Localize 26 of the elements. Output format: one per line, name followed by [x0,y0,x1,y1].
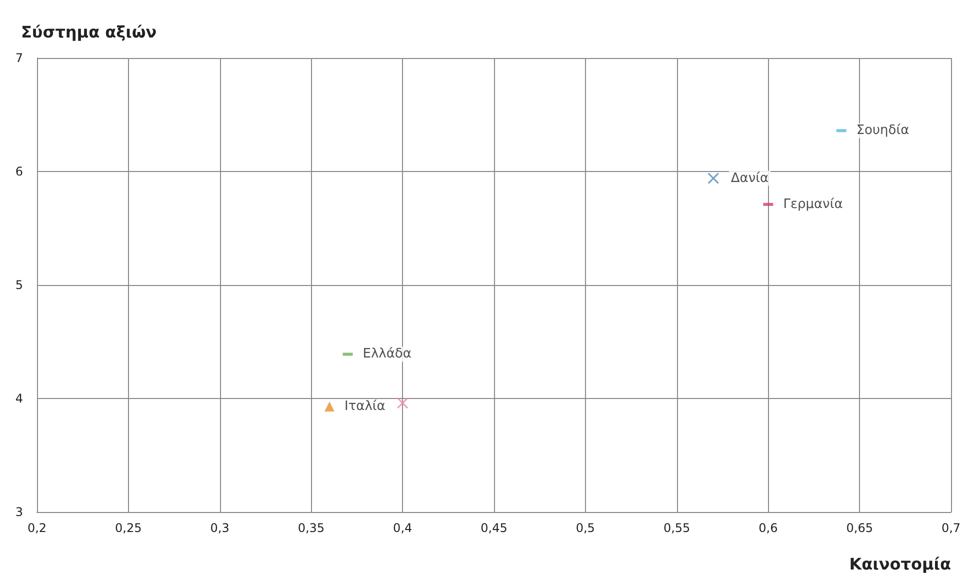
x-tick-label: 0,2 [27,521,47,535]
x-tick-label: 0,35 [298,521,325,535]
point [396,397,408,409]
y-tick-label: 7 [15,51,23,65]
x-tick-label: 0,25 [115,521,142,535]
series-label: Δανία [730,170,769,186]
y-tick-label: 6 [15,164,23,178]
x-tick-label: 0,6 [758,521,778,535]
x-axis-title: Καινοτομία [849,554,952,574]
x-tick-label: 0,45 [480,521,508,535]
x-tick-label: 0,5 [576,521,595,535]
y-tick-label: 5 [15,278,23,292]
point [708,172,720,184]
point [324,401,334,412]
series-label: Σουηδία [856,123,910,138]
x-tick-label: 0,65 [846,521,873,535]
x-tick-label: 0,55 [663,521,690,535]
y-tick-label: 4 [15,392,23,406]
y-axis-title: Σύστημα αξιών [21,22,157,42]
x-tick-label: 0,4 [393,521,412,535]
series-label: Ιταλία [344,398,386,414]
y-tick-label: 3 [15,505,23,519]
series-label: Ελλάδα [362,346,412,362]
series-label: Γερμανία [783,196,843,212]
x-tick-label: 0,3 [210,521,230,535]
x-tick-label: 0,7 [941,521,961,535]
